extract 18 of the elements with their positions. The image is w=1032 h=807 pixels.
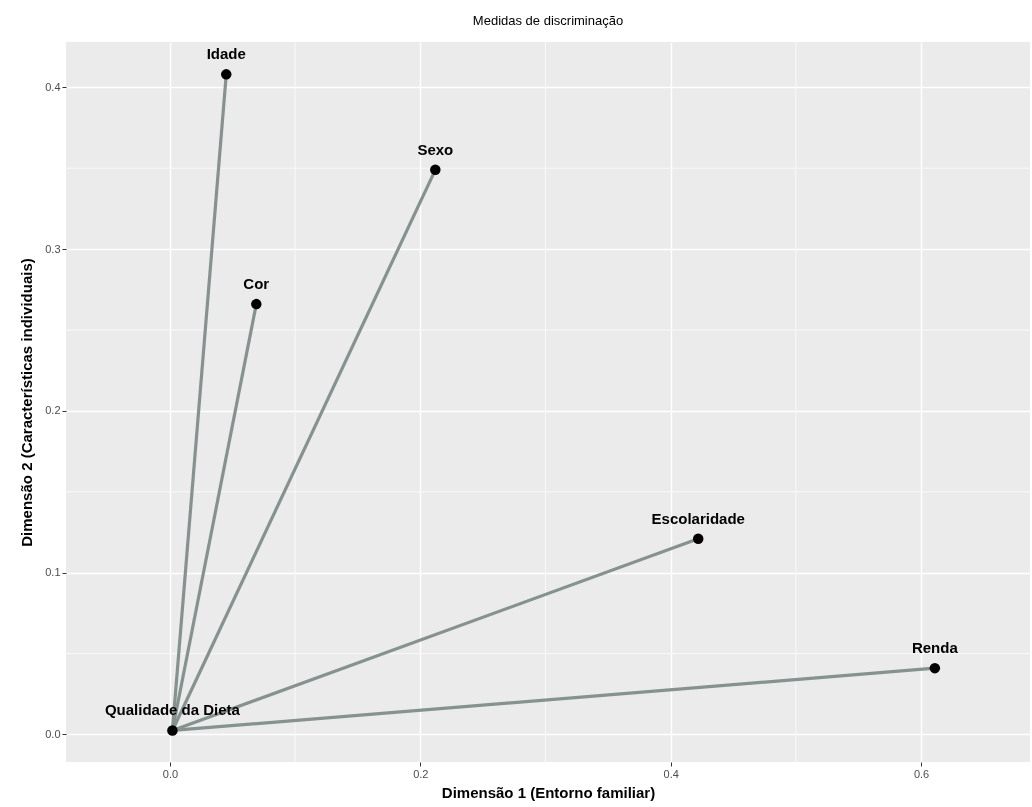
x-tick-label: 0.6 xyxy=(913,767,930,780)
annotation: Sexo xyxy=(417,140,454,158)
chart-title: Medidas de discriminação xyxy=(472,12,624,28)
y-tick-label: 0.3 xyxy=(45,242,61,255)
annotation: Escolaridade xyxy=(651,509,745,527)
y-tick-label: 0.0 xyxy=(45,727,61,740)
annotation: Renda xyxy=(911,639,959,657)
y-tick-label: 0.1 xyxy=(45,566,61,579)
x-axis-title: Dimensão 1 (Entorno familiar) xyxy=(441,783,656,801)
y-tick-label: 0.4 xyxy=(45,80,61,93)
annotation: Cor xyxy=(243,275,270,293)
y-tick-label: 0.2 xyxy=(45,404,61,417)
x-tick-label: 0.4 xyxy=(663,767,679,780)
x-tick-label: 0.0 xyxy=(162,767,179,780)
y-axis-title: Dimensão 2 (Características individuais) xyxy=(18,258,36,547)
x-tick-label: 0.2 xyxy=(413,767,429,780)
annotation: Idade xyxy=(206,45,246,63)
annotation: Qualidade da Dieta xyxy=(104,701,241,719)
